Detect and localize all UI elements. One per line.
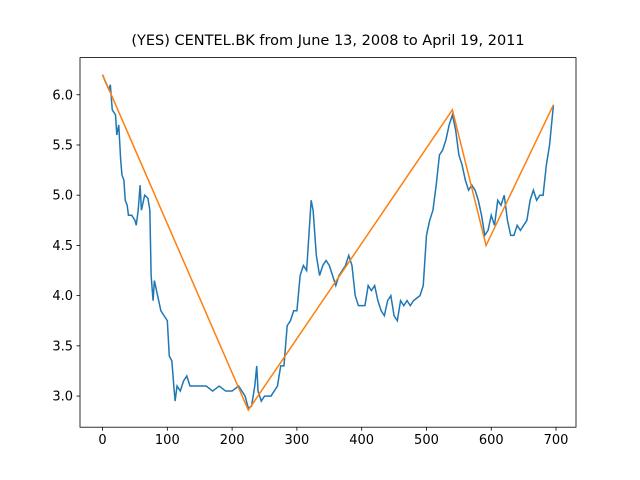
data-line [101, 74, 555, 412]
x-tick-label: 300 [284, 433, 309, 448]
plot-frame [79, 57, 577, 428]
x-tick-label: 600 [479, 433, 504, 448]
x-tick-label: 0 [98, 433, 106, 448]
x-tick-label: 700 [544, 433, 569, 448]
y-tick-label: 4.5 [52, 239, 73, 254]
y-tick-label: 5.5 [52, 138, 73, 153]
x-tick-label: 500 [414, 433, 439, 448]
x-tick-label: 100 [155, 433, 180, 448]
y-tick-label: 5.0 [52, 189, 73, 204]
y-tick-label: 3.0 [52, 390, 73, 405]
chart-title: (YES) CENTEL.BK from June 13, 2008 to Ap… [131, 33, 524, 49]
y-tick-label: 6.0 [52, 88, 73, 103]
x-tick-label: 200 [220, 433, 245, 448]
y-tick-label: 4.0 [52, 289, 73, 304]
x-tick-label: 400 [349, 433, 374, 448]
y-tick-label: 3.5 [52, 339, 73, 354]
data-line [101, 74, 555, 410]
